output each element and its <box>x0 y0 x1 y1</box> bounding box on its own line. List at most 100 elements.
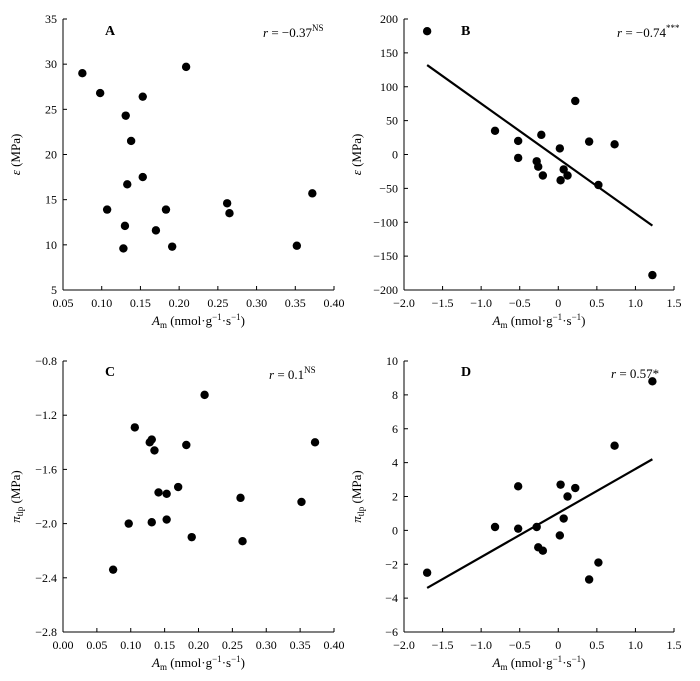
data-point <box>571 96 580 106</box>
panel-c: 0.00 0.05 0.10 0.15 0.20 0.25 0.30 0.35 0.40 −2.8… <box>8 354 345 672</box>
x-tick-label: 0.15 <box>130 296 151 310</box>
correlation-significance: *** <box>666 23 680 33</box>
x-tick-label: −0.5 <box>509 296 531 310</box>
x-tick-label: 0.10 <box>120 638 141 652</box>
data-point <box>555 144 565 153</box>
x-axis-label: Am (nmol·g−1·s−1) <box>492 312 586 330</box>
data-point <box>537 130 546 140</box>
correlation-label: r = 0.57* <box>611 366 659 381</box>
data-point <box>108 565 118 574</box>
x-tick-label: 1.0 <box>628 638 643 652</box>
y-axis-label-unit: (MPa) <box>8 134 23 170</box>
data-point <box>151 226 161 235</box>
x-axis-label-exponent: −1 <box>212 312 222 322</box>
data-point <box>559 165 568 174</box>
data-point <box>563 171 572 180</box>
data-point <box>513 482 523 491</box>
x-axis-label-unit-end: ) <box>241 313 245 328</box>
x-axis-label-subscript: m <box>160 320 167 330</box>
data-point <box>147 518 156 527</box>
data-point <box>308 189 317 198</box>
data-point <box>310 438 320 447</box>
x-tick-label: 0.20 <box>169 296 190 310</box>
data-point <box>648 377 657 386</box>
y-tick-label: −6 <box>385 625 398 639</box>
x-axis-label-exponent: −1 <box>553 312 563 322</box>
data-point <box>123 180 132 189</box>
y-axis-label-unit: (MPa) <box>349 134 364 170</box>
data-point <box>236 493 245 503</box>
y-tick-label: −4 <box>385 591 398 605</box>
y-tick-label: 6 <box>392 422 398 436</box>
x-axis-label: Am (nmol·g−1·s−1) <box>151 312 245 330</box>
y-tick-label: 5 <box>51 283 57 297</box>
correlation-symbol: r <box>611 366 617 381</box>
x-axis-label-unit-end: ) <box>241 655 245 670</box>
data-point <box>490 126 500 135</box>
x-tick-label: 0.10 <box>91 296 112 310</box>
x-tick-label: −1.5 <box>432 638 454 652</box>
x-axis-label-unit: (nmol·g <box>507 313 553 328</box>
x-tick-label: 0.05 <box>53 296 74 310</box>
x-axis-label-unit-mid: ·s <box>222 655 231 670</box>
panel-letter: A <box>105 24 116 39</box>
data-point <box>225 209 234 218</box>
data-point <box>119 244 128 253</box>
panel-letter: C <box>105 365 115 380</box>
y-tick-label: −150 <box>373 249 398 263</box>
panel-letter: D <box>461 365 471 380</box>
x-tick-label: 0.15 <box>154 638 175 652</box>
data-point <box>584 137 594 146</box>
data-point <box>513 524 523 533</box>
regression-line <box>426 64 654 227</box>
x-axis-label-symbol: A <box>492 313 501 328</box>
y-axis-label-subscript: tlp <box>356 506 366 516</box>
data-point <box>167 242 177 251</box>
y-tick-label: 35 <box>45 12 57 26</box>
data-point <box>138 92 147 101</box>
y-tick-label: 15 <box>45 193 57 207</box>
data-point <box>297 497 306 507</box>
data-point <box>422 568 432 577</box>
y-axis-label: ε (MPa) <box>349 134 364 176</box>
y-axis-label-symbol: ε <box>8 169 23 175</box>
y-axis-label-symbol: π <box>349 516 364 523</box>
data-point <box>126 136 136 146</box>
data-point <box>187 532 196 542</box>
x-axis-label-unit: (nmol·g <box>167 313 213 328</box>
correlation-symbol: r <box>263 25 269 40</box>
data-point <box>610 441 619 450</box>
x-tick-label: 0.30 <box>246 296 267 310</box>
x-tick-label: −2.0 <box>393 296 415 310</box>
y-axis-label: πtlp (MPa) <box>8 470 25 523</box>
x-axis-label-exponent: −1 <box>553 654 563 664</box>
data-point <box>513 136 523 146</box>
data-point <box>584 575 594 584</box>
data-point <box>571 483 580 493</box>
x-axis-label-unit: (nmol·g <box>167 655 213 670</box>
data-point <box>563 492 572 501</box>
data-point <box>200 390 209 400</box>
data-point <box>513 153 523 163</box>
data-point <box>556 176 565 185</box>
correlation-label: r = −0.74*** <box>617 23 680 40</box>
y-tick-label: 4 <box>392 456 398 470</box>
data-point <box>594 180 603 190</box>
data-point <box>222 199 232 208</box>
x-tick-label: 1.5 <box>667 296 682 310</box>
y-tick-label: 10 <box>45 238 57 252</box>
x-tick-label: −2.0 <box>393 638 415 652</box>
data-point <box>559 514 568 523</box>
data-point <box>422 26 432 36</box>
data-point <box>292 241 302 250</box>
correlation-value: = −0.74 <box>622 25 666 40</box>
x-axis-label: Am (nmol·g−1·s−1) <box>492 654 586 672</box>
data-point <box>130 423 140 432</box>
correlation-significance: NS <box>312 23 324 33</box>
y-tick-label: 25 <box>45 102 57 116</box>
data-point <box>150 446 159 455</box>
data-point <box>538 546 548 555</box>
panel-b: −2.0 −1.5 −1.0 −0.5 0 0.5 1.0 1.5−200−150−100−5… <box>349 12 682 330</box>
x-axis-label-exponent-2: −1 <box>231 654 241 664</box>
